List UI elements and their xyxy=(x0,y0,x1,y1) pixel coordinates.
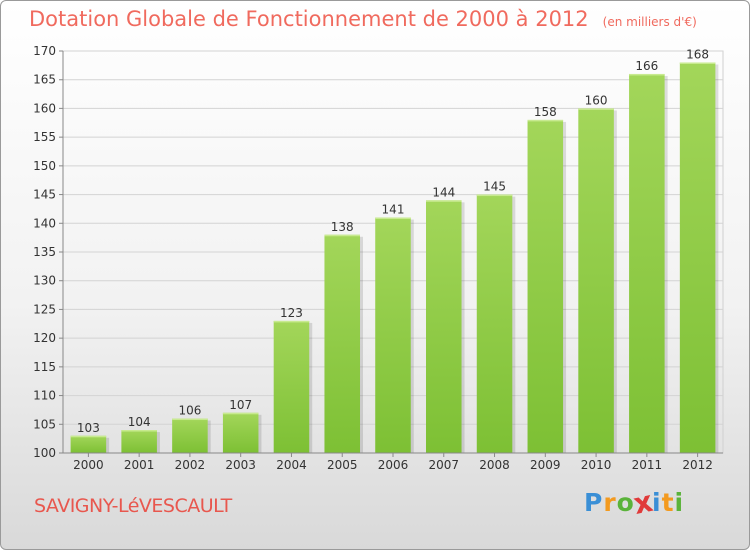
bars: 103 104 106 107 123 138 141 144 145 158 160 166 168 xyxy=(70,47,719,454)
bar-value-label: 104 xyxy=(128,415,151,429)
bar-2000 xyxy=(70,435,107,453)
bar-highlight xyxy=(629,73,665,76)
bar-2007 xyxy=(426,200,462,453)
bar-2004 xyxy=(273,320,310,453)
bar-value-label: 145 xyxy=(483,180,506,194)
y-tick-label: 135 xyxy=(33,245,56,259)
bar-highlight xyxy=(121,430,157,432)
x-tick-label: 2009 xyxy=(530,458,561,472)
bar-2003 xyxy=(222,412,259,453)
y-tick-label: 140 xyxy=(33,216,56,230)
y-axis: 100 105 110 115 120 125 130 135 140 145 150 155 160 1… xyxy=(33,44,64,460)
x-tick-label: 2005 xyxy=(327,458,358,472)
proxiti-logo: Proxiti xyxy=(584,484,685,521)
y-tick-label: 120 xyxy=(33,331,56,345)
bar-value-label: 103 xyxy=(77,421,100,435)
x-tick-label: 2008 xyxy=(479,458,510,472)
bar-2006 xyxy=(375,217,411,453)
logo-letter: i xyxy=(674,488,685,517)
logo-letter: r xyxy=(603,488,617,517)
y-tick-label: 100 xyxy=(33,446,56,460)
x-tick-label: 2011 xyxy=(632,458,663,472)
bar-highlight xyxy=(527,119,564,122)
y-tick-label: 160 xyxy=(33,101,56,115)
bar-highlight xyxy=(679,62,716,64)
x-axis: 2000 2001 2002 2003 2004 2005 2006 2007 2008 2009… xyxy=(63,452,723,472)
logo-letter: P xyxy=(584,488,604,517)
bar-highlight xyxy=(222,412,259,415)
bar-highlight xyxy=(375,217,411,220)
bar-value-label: 158 xyxy=(534,105,557,119)
y-tick-label: 130 xyxy=(33,274,56,288)
bar-2009 xyxy=(527,119,564,454)
chart-title: Dotation Globale de Fonctionnement de 20… xyxy=(29,7,697,31)
commune-name: SAVIGNY-LéVESCAULT xyxy=(34,495,232,517)
x-tick-label: 2001 xyxy=(124,458,155,472)
logo-letter: i xyxy=(652,488,662,517)
y-tick-label: 110 xyxy=(33,389,56,403)
bar-2005 xyxy=(324,234,360,453)
y-tick-label: 105 xyxy=(33,417,56,431)
bar-highlight xyxy=(476,194,513,197)
bar-2001 xyxy=(121,430,157,453)
bar-highlight xyxy=(172,418,208,421)
y-tick-label: 155 xyxy=(33,130,56,144)
bar-value-label: 141 xyxy=(382,203,405,217)
x-tick-label: 2000 xyxy=(73,458,104,472)
bar-2011 xyxy=(629,73,665,453)
logo-letter: t xyxy=(661,488,675,517)
y-tick-label: 125 xyxy=(33,302,56,316)
bar-value-label: 168 xyxy=(686,47,709,61)
bar-value-label: 144 xyxy=(432,185,455,199)
chart-title-text: Dotation Globale de Fonctionnement de 20… xyxy=(29,7,589,31)
bar-value-label: 160 xyxy=(585,93,608,107)
bar-value-label: 123 xyxy=(280,306,303,320)
bar-value-label: 166 xyxy=(635,59,658,73)
bar-value-label: 106 xyxy=(178,404,201,418)
bar-highlight xyxy=(578,108,614,110)
x-tick-label: 2012 xyxy=(682,458,713,472)
bar-highlight xyxy=(70,435,107,438)
y-tick-label: 115 xyxy=(33,360,56,374)
x-tick-label: 2010 xyxy=(581,458,612,472)
bar-highlight xyxy=(273,320,310,323)
y-tick-label: 145 xyxy=(33,188,56,202)
y-tick-label: 150 xyxy=(33,159,56,173)
bar-highlight xyxy=(324,234,360,237)
y-tick-label: 165 xyxy=(33,73,56,87)
x-tick-label: 2006 xyxy=(378,458,409,472)
bar-2008 xyxy=(476,194,513,454)
bar-2002 xyxy=(172,418,208,453)
x-tick-label: 2007 xyxy=(428,458,459,472)
bar-value-label: 107 xyxy=(229,398,252,412)
y-tick-label: 170 xyxy=(33,44,56,58)
x-tick-label: 2003 xyxy=(225,458,256,472)
bar-2012 xyxy=(679,62,716,453)
bar-highlight xyxy=(426,200,462,202)
logo-letter: o xyxy=(616,488,635,517)
bar-2010 xyxy=(578,108,614,453)
chart-unit: (en milliers d'€) xyxy=(602,15,697,29)
x-tick-label: 2002 xyxy=(175,458,206,472)
bar-value-label: 138 xyxy=(331,220,354,234)
x-tick-label: 2004 xyxy=(276,458,307,472)
